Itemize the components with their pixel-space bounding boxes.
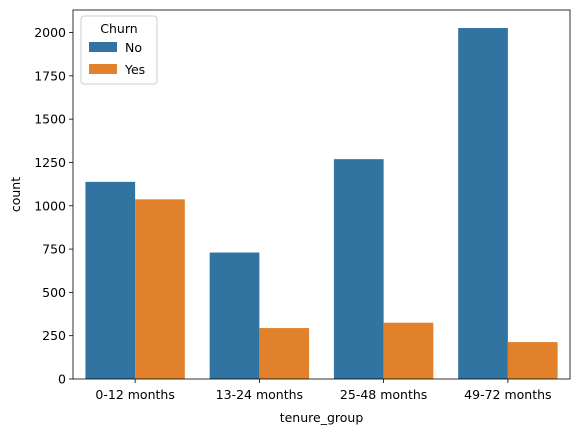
legend-label-yes: Yes (124, 62, 145, 77)
bar-no-3 (458, 28, 508, 379)
bar-yes-1 (259, 328, 310, 379)
y-tick-label-8: 2000 (34, 25, 66, 40)
y-axis-label: count (8, 177, 23, 212)
y-tick-label-6: 1500 (34, 112, 66, 127)
bars-layer (85, 28, 558, 379)
x-tick-label-0: 0-12 months (95, 387, 174, 402)
y-tick-label-3: 750 (42, 242, 66, 257)
y-tick-label-5: 1250 (34, 155, 66, 170)
legend: Churn No Yes (80, 15, 158, 85)
y-tick-label-4: 1000 (34, 198, 66, 213)
plot-frame (72, 9, 571, 380)
y-tick-label-2: 500 (42, 285, 66, 300)
bar-no-0 (85, 181, 136, 379)
y-tick-label-1: 250 (42, 328, 66, 343)
legend-swatch-no (89, 42, 117, 52)
x-axis-label: tenure_group (280, 410, 364, 425)
x-tick-label-1: 13-24 months (216, 387, 303, 402)
x-tick-label-2: 25-48 months (340, 387, 427, 402)
y-tick-label-7: 1750 (34, 68, 66, 83)
bar-yes-0 (135, 199, 185, 379)
bar-yes-3 (507, 342, 558, 379)
x-tick-label-3: 49-72 months (464, 387, 551, 402)
bar-no-2 (333, 159, 384, 379)
x-axis: 0-12 months 13-24 months 25-48 months 49-72… (95, 379, 552, 402)
y-tick-label-0: 0 (58, 372, 66, 387)
bar-no-1 (209, 252, 260, 379)
bar-yes-2 (383, 322, 434, 379)
y-axis: 0 250 500 750 1000 1250 1500 1750 2000 (34, 25, 73, 387)
legend-label-no: No (125, 40, 142, 55)
legend-items: No Yes (89, 40, 145, 77)
legend-title: Churn (100, 21, 137, 36)
legend-swatch-yes (89, 64, 117, 74)
